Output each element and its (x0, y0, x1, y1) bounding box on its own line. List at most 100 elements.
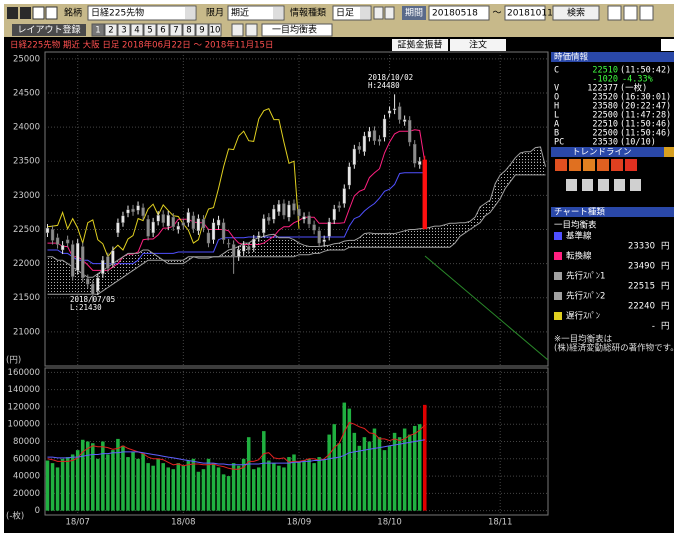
layout-number-button[interactable] (182, 23, 196, 37)
layout-number-button[interactable] (208, 23, 222, 37)
contract-select[interactable] (227, 5, 285, 21)
indicator-label: 一目均衡表 (272, 24, 317, 36)
candle-body (141, 207, 145, 217)
candle-body (191, 215, 196, 229)
volume-bar (166, 467, 170, 511)
tool-icon[interactable] (582, 179, 593, 191)
period-tilde: 〜 (492, 9, 501, 19)
tool-icon[interactable] (597, 159, 609, 171)
candle-body (60, 244, 65, 251)
quote-label: B (554, 129, 559, 139)
y-tick-label: 140000 (8, 385, 40, 395)
candle-body (156, 214, 160, 222)
volume-bar (226, 476, 231, 511)
period-to-input[interactable] (504, 5, 546, 21)
tool-icon[interactable] (630, 179, 641, 191)
volume-bar (211, 463, 216, 511)
candle-body (236, 249, 241, 257)
panel-header (551, 147, 674, 157)
symbol-select[interactable] (87, 5, 197, 21)
icon-button[interactable] (7, 7, 18, 19)
prev-button[interactable] (373, 6, 384, 20)
tool-icon[interactable] (555, 159, 567, 171)
layout-number-button[interactable] (169, 23, 183, 37)
icon-button[interactable] (20, 7, 31, 19)
chart-type-indicator: 一目均衡表 (554, 220, 597, 231)
indicator-button[interactable] (261, 23, 333, 37)
legend-value: 23330 (628, 242, 655, 252)
candle-body (377, 139, 382, 142)
quote-value: 22500 (592, 129, 618, 139)
candle-body (413, 143, 417, 164)
volume-bar (236, 465, 241, 511)
quote-label: C (554, 66, 559, 76)
candle-body (247, 246, 251, 251)
candle-body (70, 244, 75, 277)
volume-bar (347, 408, 352, 511)
candle-body (146, 219, 150, 237)
indicator-line (47, 174, 546, 295)
icon-button[interactable] (45, 6, 58, 20)
candle-body (392, 108, 397, 111)
tool-icon[interactable] (625, 159, 637, 171)
icon-button[interactable] (639, 5, 654, 21)
next-button[interactable] (384, 6, 395, 20)
volume-bar (80, 439, 85, 511)
layout-number-button[interactable] (130, 23, 144, 37)
volume-bar (292, 454, 296, 511)
layout-number-button[interactable] (104, 23, 118, 37)
volume-bar (216, 467, 221, 511)
tool-icon[interactable] (598, 179, 609, 191)
layout-number-button[interactable] (91, 23, 105, 37)
volume-bar (387, 445, 392, 511)
candle-body (131, 208, 135, 212)
layout-number: 5 (147, 26, 152, 36)
tool-icon[interactable] (569, 159, 581, 171)
trend-line (424, 255, 549, 361)
x-tick-label: 18/11 (488, 518, 513, 528)
quote-value: 23530 (592, 138, 618, 148)
zoom-in[interactable] (231, 23, 244, 37)
candle-body (362, 135, 367, 152)
y-tick-label: 100000 (8, 420, 40, 430)
tool-icon[interactable] (566, 179, 577, 191)
icon-button[interactable] (623, 5, 638, 21)
layout-number-button[interactable] (117, 23, 131, 37)
layout-number: 10 (210, 26, 221, 36)
layout-button[interactable] (12, 24, 86, 36)
order-button[interactable] (450, 39, 506, 51)
quote-change-pct: -4.33% (622, 75, 653, 85)
y-tick-label: 22000 (13, 259, 40, 269)
collapse-button[interactable] (661, 39, 674, 51)
candle-body (126, 209, 130, 214)
icon-button[interactable] (32, 6, 45, 20)
tool-icon[interactable] (614, 179, 625, 191)
y-tick-label: 40000 (13, 472, 40, 482)
dropdown-arrow[interactable] (360, 7, 370, 19)
volume-bar (272, 463, 276, 511)
margin-button[interactable] (392, 39, 448, 51)
icon-button[interactable] (607, 5, 622, 21)
layout-number: 2 (108, 26, 113, 36)
period-from-input[interactable] (428, 5, 490, 21)
y-tick-label: 60000 (13, 454, 40, 464)
volume-chart: 0 20000 40000 60000 80000 100000 120000 140000 1… (8, 368, 548, 528)
tool-icon[interactable] (583, 159, 595, 171)
quote-label: H (554, 102, 559, 112)
period-button[interactable] (402, 6, 426, 20)
quote-change: -1020 (592, 75, 618, 85)
tool-icon[interactable] (611, 159, 623, 171)
zoom-out[interactable] (245, 23, 258, 37)
layout-number-button[interactable] (143, 23, 157, 37)
dropdown-arrow[interactable] (185, 7, 195, 19)
layout-number-button[interactable] (195, 23, 209, 37)
symbol-label: 銘柄 (64, 7, 82, 19)
layout-number-button[interactable] (156, 23, 170, 37)
legend-swatch (554, 232, 562, 240)
period-from: 20180518 (432, 9, 478, 19)
dropdown-arrow[interactable] (664, 147, 674, 157)
search-button[interactable] (552, 5, 600, 21)
dropdown-arrow[interactable] (273, 7, 283, 19)
volume-bar (221, 474, 226, 511)
layout-number: 7 (173, 26, 178, 36)
